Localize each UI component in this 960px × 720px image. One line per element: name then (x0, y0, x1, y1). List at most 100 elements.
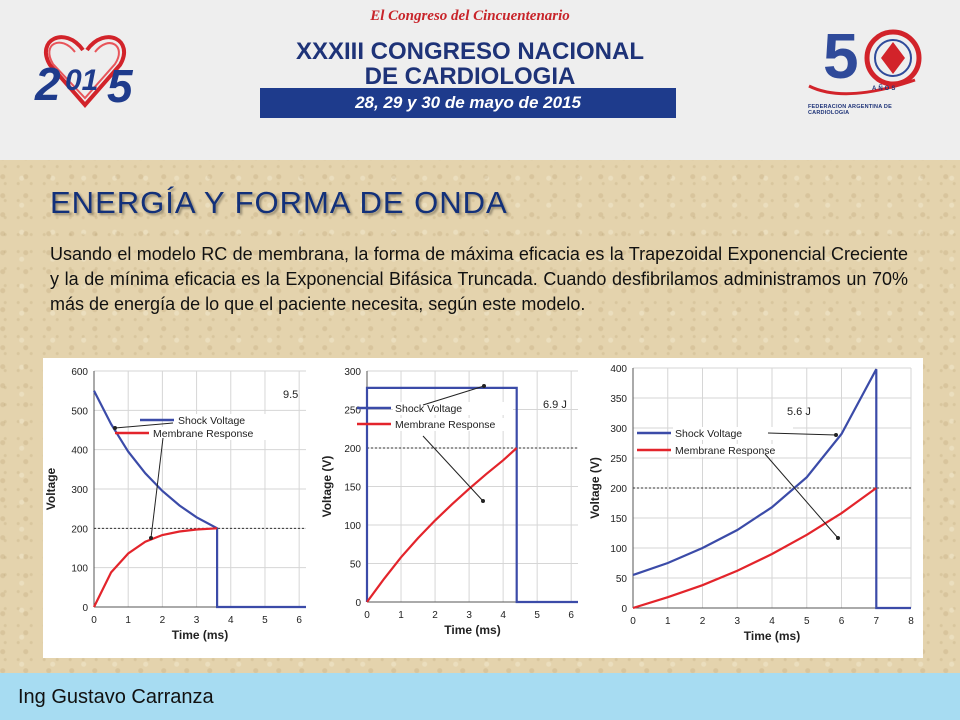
annotation-arrow-head (149, 536, 153, 540)
x-tick-label: 2 (160, 615, 166, 626)
y-tick-label: 50 (616, 574, 628, 585)
y-tick-label: 350 (610, 394, 627, 405)
slide-body-text: Usando el modelo RC de membrana, la form… (50, 244, 908, 314)
annotation-arrow (767, 432, 837, 436)
x-tick-label: 6 (296, 615, 302, 626)
x-tick-label: 2 (432, 610, 438, 621)
y-axis-label: Voltage (V) (320, 456, 334, 518)
y-axis-label: Voltage (44, 467, 58, 510)
x-tick-label: 0 (364, 610, 370, 621)
chart-1: 0 100 200 300 400 500 600 0 1 2 3 4 5 6 Time (ms) Volta… (44, 367, 306, 642)
energy-label: 9.5 (283, 389, 298, 401)
legend-bg (151, 427, 271, 440)
x-tick-label: 4 (500, 610, 506, 621)
membrane-response-line (366, 447, 518, 603)
legend-label: Membrane Response (395, 419, 496, 431)
x-tick-label: 3 (194, 615, 200, 626)
x-tick-label: 0 (630, 616, 636, 627)
y-tick-label: 0 (621, 604, 627, 615)
energy-label: 5.6 J (787, 406, 811, 418)
y-tick-label: 200 (71, 524, 88, 535)
legend-label: Shock Voltage (395, 403, 462, 415)
legend-label: Shock Voltage (675, 428, 742, 440)
shock-voltage-line (93, 390, 306, 609)
y-tick-label: 0 (82, 603, 88, 614)
slide-title: ENERGÍA Y FORMA DE ONDA (50, 185, 508, 220)
x-axis-label: Time (ms) (444, 623, 500, 637)
x-axis-label: Time (ms) (172, 628, 228, 642)
legend-label: Membrane Response (675, 445, 776, 457)
y-axis-label: Voltage (V) (588, 457, 602, 519)
y-tick-label: 300 (344, 367, 361, 378)
annotation-arrow-head (113, 426, 117, 430)
y-tick-label: 100 (344, 521, 361, 532)
annotation-arrow-head (836, 536, 840, 540)
x-tick-label: 5 (534, 610, 540, 621)
banner-subtitle: El Congreso del Cincuentenario (370, 8, 570, 24)
y-tick-label: 500 (71, 406, 88, 417)
banner-text: El Congreso del Cincuentenario XXXIII CO… (260, 8, 680, 89)
author-name: Ing Gustavo Carranza (18, 686, 214, 708)
annotation-arrow (422, 385, 485, 406)
chart-3: 0 50 100 150 200 250 300 350 400 0 1 2 3 4 5 6 7 8 Time (m… (588, 364, 914, 643)
y-tick-label: 150 (344, 483, 361, 494)
legend-bg (393, 418, 513, 431)
banner-title-line1: XXXIII CONGRESO NACIONAL (295, 38, 645, 65)
x-tick-label: 8 (908, 616, 914, 627)
svg-text:01: 01 (65, 64, 98, 97)
x-tick-label: 3 (734, 616, 740, 627)
x-tick-label: 0 (91, 615, 97, 626)
legend-bg (673, 427, 793, 440)
x-tick-label: 4 (228, 615, 234, 626)
y-tick-label: 100 (610, 544, 627, 555)
y-tick-label: 100 (71, 564, 88, 575)
legend-bg (176, 414, 296, 427)
congress-2015-logo: 2 01 5 (34, 35, 134, 112)
legend-bg (673, 444, 793, 457)
y-tick-label: 250 (610, 454, 627, 465)
y-tick-label: 300 (71, 485, 88, 496)
conference-header: 2 01 5 El Congreso del Cincuentenario XX… (0, 0, 960, 160)
annotation-arrow-head (834, 433, 838, 437)
svg-text:2: 2 (34, 58, 61, 110)
banner-title-line2: DE CARDIOLOGIA (364, 63, 576, 90)
x-tick-label: 2 (700, 616, 706, 627)
membrane-response-line (632, 487, 877, 610)
y-tick-label: 200 (610, 484, 627, 495)
annotation-arrow (764, 453, 839, 539)
annotation-arrow-head (481, 499, 485, 503)
x-tick-label: 5 (804, 616, 810, 627)
x-tick-label: 4 (769, 616, 775, 627)
legend-bg (393, 402, 513, 415)
x-tick-label: 6 (568, 610, 574, 621)
x-tick-label: 1 (125, 615, 131, 626)
x-tick-label: 1 (398, 610, 404, 621)
y-tick-label: 400 (610, 364, 627, 375)
y-tick-label: 250 (344, 406, 361, 417)
energy-label: 6.9 J (543, 399, 567, 411)
x-tick-label: 1 (665, 616, 671, 627)
y-tick-label: 400 (71, 446, 88, 457)
annotation-arrow (150, 437, 164, 539)
legend-label: Membrane Response (153, 428, 254, 440)
fac-logo-anos: AÑOS (872, 86, 898, 92)
y-tick-label: 150 (610, 514, 627, 525)
annotation-arrow (422, 435, 484, 502)
y-tick-label: 200 (344, 444, 361, 455)
svg-text:5: 5 (107, 60, 134, 112)
y-tick-label: 300 (610, 424, 627, 435)
shock-voltage-line (365, 386, 578, 604)
fac-logo-text: FEDERACION ARGENTINA DE CARDIOLOGIA (808, 104, 892, 116)
y-tick-label: 0 (355, 598, 361, 609)
x-tick-label: 3 (466, 610, 472, 621)
x-axis-label: Time (ms) (744, 629, 800, 643)
annotation-arrow (114, 422, 174, 429)
x-tick-label: 7 (873, 616, 879, 627)
footer-bar: Ing Gustavo Carranza (0, 673, 960, 720)
membrane-response-line (93, 527, 218, 608)
y-tick-label: 600 (71, 367, 88, 378)
annotation-arrow-head (482, 384, 486, 388)
svg-text:5: 5 (823, 20, 859, 92)
chart-2: 0 50 100 150 200 250 300 0 1 2 3 4 5 6 Time (ms) Voltag… (320, 367, 578, 637)
